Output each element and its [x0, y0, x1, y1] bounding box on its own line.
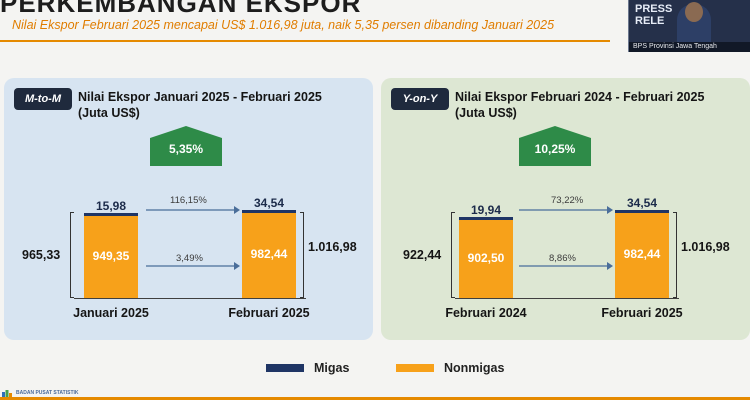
page-title: PERKEMBANGAN EKSPOR	[0, 0, 362, 18]
panel-unit: (Juta US$)	[78, 106, 140, 120]
arrowhead-icon	[607, 206, 613, 214]
data-label-migas: 34,54	[253, 195, 285, 210]
footer-divider	[0, 397, 750, 400]
growth-migas-label: 116,15%	[170, 195, 207, 206]
arrowhead-icon	[234, 206, 240, 214]
data-label-migas: 15,98	[95, 198, 127, 213]
arrowhead-icon	[234, 262, 240, 270]
panel-title: Nilai Ekspor Januari 2025 - Februari 202…	[78, 90, 322, 104]
legend-swatch-migas	[266, 364, 304, 372]
data-label-nonmigas: 982,44	[623, 247, 661, 262]
growth-badge: 10,25%	[519, 126, 591, 166]
bar-segment-migas	[242, 209, 296, 213]
growth-total-label: 5,35%	[168, 142, 204, 156]
legend-swatch-nonmigas	[396, 364, 434, 372]
growth-arrows	[146, 206, 240, 270]
title-divider	[0, 40, 610, 42]
total-label: 965,33	[22, 248, 61, 262]
category-label: Januari 2025	[73, 306, 149, 320]
total-label: 1.016,98	[681, 240, 730, 254]
category-label: Februari 2025	[601, 306, 683, 320]
total-bracket	[673, 212, 677, 298]
legend-label: Nonmigas	[444, 361, 505, 375]
panel-title: Nilai Ekspor Februari 2024 - Februari 20…	[455, 90, 705, 104]
total-bracket	[451, 212, 455, 298]
growth-badge: 5,35%	[150, 126, 222, 166]
bar-segment-nonmigas: 949,35	[84, 215, 138, 298]
speaker-head	[685, 2, 703, 22]
data-label-nonmigas: 982,44	[250, 247, 288, 262]
up-arrow-badge-icon	[519, 126, 591, 166]
growth-nonmigas-label: 3,49%	[176, 253, 203, 264]
up-arrow-badge-icon	[150, 126, 222, 166]
total-label: 922,44	[403, 248, 442, 262]
data-label-nonmigas: 949,35	[92, 248, 130, 263]
footer-logo-text: BADAN PUSAT STATISTIK	[16, 390, 79, 396]
video-thumbnail[interactable]: PRESS RELE BPS Provinsi Jawa Tengah	[628, 0, 750, 52]
total-bracket	[70, 212, 74, 298]
stacked-bar: 902,50	[459, 216, 513, 298]
x-axis-baseline	[455, 298, 679, 299]
data-label-nonmigas: 902,50	[467, 250, 505, 265]
legend-item-migas: Migas	[266, 360, 349, 376]
bar-segment-migas	[459, 216, 513, 220]
growth-nonmigas-label: 8,86%	[549, 253, 576, 264]
video-caption: BPS Provinsi Jawa Tengah	[629, 42, 750, 52]
data-label-migas: 34,54	[626, 195, 658, 210]
bar-segment-nonmigas: 982,44	[242, 213, 296, 298]
panel-tag: M-to-M	[14, 88, 72, 110]
legend-label: Migas	[314, 361, 350, 375]
growth-migas-label: 73,22%	[551, 195, 584, 206]
bar-segment-nonmigas: 982,44	[615, 213, 669, 298]
bar-segment-migas	[84, 212, 138, 216]
stacked-bar: 982,44	[615, 209, 669, 298]
video-text-release: RELE	[635, 15, 665, 27]
category-label: Februari 2024	[445, 306, 527, 320]
video-text-press: PRESS	[635, 3, 673, 15]
panel-tag: Y-on-Y	[391, 88, 449, 110]
growth-total-label: 10,25%	[534, 142, 576, 156]
bar-segment-migas	[615, 209, 669, 213]
stacked-bar: 982,44	[242, 209, 296, 298]
page-subtitle: Nilai Ekspor Februari 2025 mencapai US$ …	[12, 18, 555, 32]
arrowhead-icon	[607, 262, 613, 270]
chart-panel-yoy: Y-on-Y Nilai Ekspor Februari 2024 - Febr…	[381, 78, 750, 340]
x-axis-baseline	[74, 298, 306, 299]
total-bracket	[300, 212, 304, 298]
growth-arrows	[519, 206, 613, 270]
data-label-migas: 19,94	[470, 202, 502, 217]
bps-logo-icon	[2, 390, 12, 397]
chart-panel-mtom: M-to-M Nilai Ekspor Januari 2025 - Febru…	[4, 78, 373, 340]
total-label: 1.016,98	[308, 240, 357, 254]
legend-item-nonmigas: Nonmigas	[396, 360, 504, 376]
category-label: Februari 2025	[228, 306, 310, 320]
stacked-bar: 949,35	[84, 212, 138, 298]
panel-unit: (Juta US$)	[455, 106, 517, 120]
bar-segment-nonmigas: 902,50	[459, 219, 513, 298]
